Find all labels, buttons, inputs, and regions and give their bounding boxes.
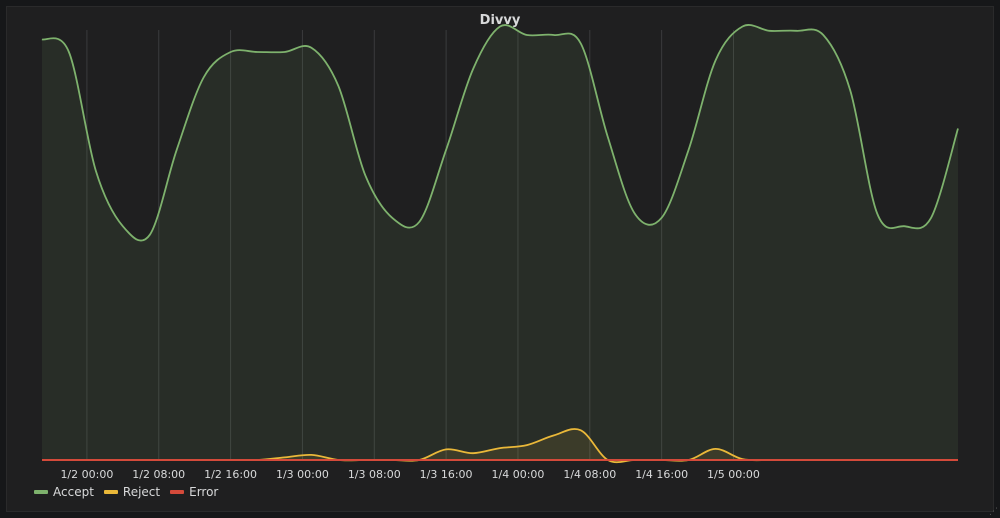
x-tick-label: 1/3 00:00 <box>276 468 329 481</box>
x-tick-label: 1/4 00:00 <box>492 468 545 481</box>
x-tick-label: 1/2 16:00 <box>204 468 257 481</box>
x-tick-label: 1/5 00:00 <box>707 468 760 481</box>
legend-label-accept: Accept <box>53 485 94 499</box>
resize-handle-icon[interactable]: ⋰ <box>989 507 998 517</box>
x-tick-label: 1/2 00:00 <box>60 468 113 481</box>
x-tick-label: 1/4 08:00 <box>563 468 616 481</box>
accept-swatch-icon <box>34 490 48 494</box>
x-tick-label: 1/3 16:00 <box>420 468 473 481</box>
legend-item-error[interactable]: Error <box>170 485 218 499</box>
x-tick-label: 1/4 16:00 <box>635 468 688 481</box>
legend-label-error: Error <box>189 485 219 499</box>
x-tick-label: 1/2 08:00 <box>132 468 185 481</box>
reject-swatch-icon <box>103 490 118 494</box>
legend-label-reject: Reject <box>122 485 161 499</box>
legend: Accept Reject Error <box>34 485 218 499</box>
legend-item-reject[interactable]: Reject <box>103 485 161 499</box>
series-line-accept <box>41 24 959 242</box>
chart-panel: Divvy <box>6 6 994 512</box>
series-area-accept <box>42 24 958 460</box>
error-swatch-icon <box>170 490 185 494</box>
x-tick-label: 1/3 08:00 <box>348 468 401 481</box>
legend-item-accept[interactable]: Accept <box>34 485 94 499</box>
panel-title[interactable]: Divvy <box>479 13 521 28</box>
